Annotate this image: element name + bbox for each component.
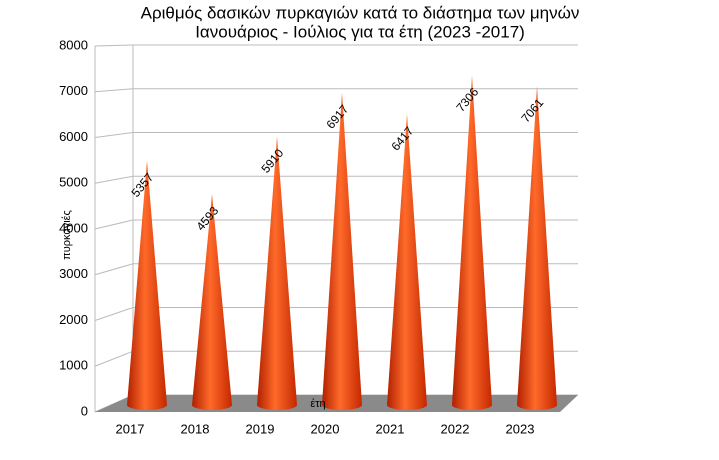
grid-line	[94, 88, 134, 93]
cone	[517, 86, 557, 411]
cone	[127, 160, 167, 410]
value-label: 4593	[193, 204, 221, 234]
grid-line	[94, 219, 134, 230]
y-tick-label: 4000	[59, 220, 88, 235]
grid-line	[94, 307, 134, 321]
y-tick-label: 7000	[59, 83, 88, 98]
grid-line	[94, 175, 134, 184]
grid-line	[94, 44, 134, 47]
chart-title: Ιανουάριος - Ιούλιος για τα έτη (2023 -2…	[195, 22, 525, 41]
x-tick-label: 2019	[246, 421, 275, 436]
cone	[192, 194, 232, 410]
chart-title: Αριθμός δασικών πυρκαγιών κατά το διάστη…	[141, 3, 580, 22]
grid-line	[94, 263, 134, 276]
x-tick-label: 2023	[506, 421, 535, 436]
y-tick-label: 8000	[59, 37, 88, 52]
x-tick-label: 2018	[181, 421, 210, 436]
grid-line	[94, 350, 134, 367]
x-tick-label: 2020	[311, 421, 340, 436]
value-label: 6417	[388, 124, 416, 154]
y-tick-label: 1000	[59, 358, 88, 373]
value-label: 6917	[323, 102, 351, 132]
grid-line	[94, 132, 134, 138]
value-label: 7061	[518, 96, 546, 126]
y-tick-label: 5000	[59, 175, 88, 190]
y-tick-label: 2000	[59, 312, 88, 327]
cone	[452, 75, 492, 411]
value-label: 5910	[258, 146, 286, 176]
y-tick-label: 0	[81, 403, 88, 418]
x-tick-label: 2022	[441, 421, 470, 436]
x-tick-label: 2017	[116, 421, 145, 436]
y-tick-label: 6000	[59, 129, 88, 144]
y-tick-label: 3000	[59, 266, 88, 281]
cone	[257, 136, 297, 410]
cone	[322, 92, 362, 410]
cone	[387, 114, 427, 410]
value-label: 7306	[453, 85, 481, 115]
x-tick-label: 2021	[376, 421, 405, 436]
x-axis-title: έτη	[310, 398, 325, 410]
y-axis-title: πυρκαγιές	[61, 210, 73, 260]
